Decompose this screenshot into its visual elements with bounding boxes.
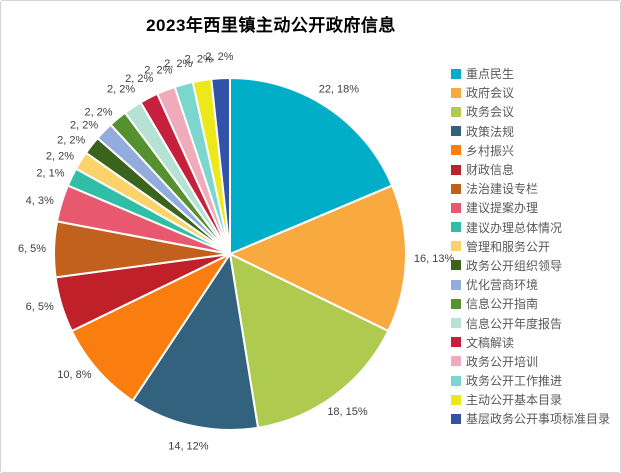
legend: 重点民生政府会议政务会议政策法规乡村振兴财政信息法治建设专栏 建议提案办理建议办理…: [451, 64, 610, 429]
legend-item-3: 政务会议: [451, 102, 610, 121]
legend-item-17: 政务公开工作推进: [451, 371, 610, 390]
legend-item-8: 建议提案办理: [451, 198, 610, 217]
legend-swatch-icon: [451, 202, 461, 213]
pie-data-label-6: 6, 5%: [26, 301, 54, 313]
legend-swatch-icon: [451, 106, 461, 117]
legend-item-2: 政府会议: [451, 83, 610, 102]
legend-label: 政务公开组织领导: [466, 258, 563, 273]
legend-swatch-icon: [451, 87, 461, 98]
legend-label: 政务会议: [466, 105, 515, 120]
legend-label: 政府会议: [466, 86, 515, 101]
legend-label: 财政信息: [466, 163, 515, 178]
legend-label: 管理和服务公开: [466, 239, 551, 254]
legend-item-9: 建议办理总体情况: [451, 218, 610, 237]
pie-slice-4: [131, 253, 259, 431]
legend-item-14: 信息公开年度报告: [451, 313, 610, 332]
pie-data-label-19: 2, 2%: [205, 51, 233, 63]
pie-data-label-2: 16, 13%: [414, 253, 455, 265]
legend-swatch-icon: [451, 222, 461, 233]
legend-label: 信息公开指南: [466, 297, 539, 312]
pie-data-label-17: 2, 2%: [164, 58, 192, 70]
pie-data-label-16: 2, 2%: [144, 64, 172, 76]
legend-label: 政务公开培训: [466, 354, 539, 369]
pie-data-label-15: 2, 2%: [125, 73, 153, 85]
legend-swatch-icon: [451, 298, 461, 309]
legend-label: 文稿解读: [466, 335, 515, 350]
pie-data-label-4: 14, 12%: [168, 440, 209, 452]
chart-title: 2023年西里镇主动公开政府信息: [146, 16, 396, 35]
legend-swatch-icon: [451, 126, 461, 137]
legend-item-18: 主动公开基本目录: [451, 390, 610, 409]
pie-data-label-12: 2, 2%: [70, 120, 98, 132]
legend-label: 乡村振兴: [466, 143, 515, 158]
pie-data-label-9: 2, 1%: [36, 167, 64, 179]
pie-slice-2: [229, 184, 407, 332]
pie-data-label-18: 2, 2%: [185, 53, 213, 65]
legend-item-19: 基层政务公开事项标准目录: [451, 409, 610, 428]
legend-item-10: 管理和服务公开: [451, 237, 610, 256]
legend-label: 主动公开基本目录: [466, 393, 563, 408]
legend-swatch-icon: [451, 183, 461, 194]
legend-item-1: 重点民生: [451, 64, 610, 83]
legend-item-4: 政策法规: [451, 122, 610, 141]
legend-swatch-icon: [451, 394, 461, 405]
pie-data-label-5: 10, 8%: [57, 369, 91, 381]
pie-slice-5: [70, 253, 231, 402]
legend-swatch-icon: [451, 164, 461, 175]
legend-item-7: 法治建设专栏: [451, 179, 610, 198]
legend-item-11: 政务公开组织领导: [451, 256, 610, 275]
pie-data-label-7: 6, 5%: [18, 243, 46, 255]
pie-data-label-14: 2, 2%: [107, 84, 135, 96]
legend-swatch-icon: [451, 260, 461, 271]
legend-swatch-icon: [451, 337, 461, 348]
legend-label: 基层政务公开事项标准目录: [466, 412, 611, 427]
pie-data-label-3: 18, 15%: [327, 406, 368, 418]
legend-item-12: 优化营商环境: [451, 275, 610, 294]
legend-label: 信息公开年度报告: [466, 316, 563, 331]
legend-label: 政策法规: [466, 124, 515, 139]
legend-swatch-icon: [451, 279, 461, 290]
legend-label: 优化营商环境: [466, 278, 539, 293]
pie-data-label-13: 2, 2%: [84, 106, 112, 118]
pie-data-label-10: 2, 2%: [46, 150, 74, 162]
legend-item-6: 财政信息: [451, 160, 610, 179]
legend-label: 重点民生: [466, 67, 515, 82]
legend-item-16: 政务公开培训: [451, 352, 610, 371]
legend-label: 建议提案办理: [466, 201, 539, 216]
legend-label: 建议办理总体情况: [466, 220, 563, 235]
legend-label: 政务公开工作推进: [466, 374, 563, 389]
pie-slice-19: [210, 77, 231, 255]
pie-data-label-1: 22, 18%: [319, 84, 360, 96]
pie-slice-3: [229, 253, 390, 429]
legend-item-15: 文稿解读: [451, 333, 610, 352]
legend-item-13: 信息公开指南: [451, 294, 610, 313]
pie-slice-1: [229, 77, 394, 255]
legend-label: 法治建设专栏: [466, 182, 539, 197]
legend-swatch-icon: [451, 375, 461, 386]
pie-data-label-11: 2, 2%: [57, 134, 85, 146]
legend-swatch-icon: [451, 145, 461, 156]
legend-swatch-icon: [451, 413, 461, 424]
legend-swatch-icon: [451, 68, 461, 79]
legend-item-5: 乡村振兴: [451, 141, 610, 160]
legend-swatch-icon: [451, 241, 461, 252]
pie-data-label-8: 4, 3%: [26, 195, 54, 207]
legend-swatch-icon: [451, 356, 461, 367]
legend-swatch-icon: [451, 318, 461, 329]
